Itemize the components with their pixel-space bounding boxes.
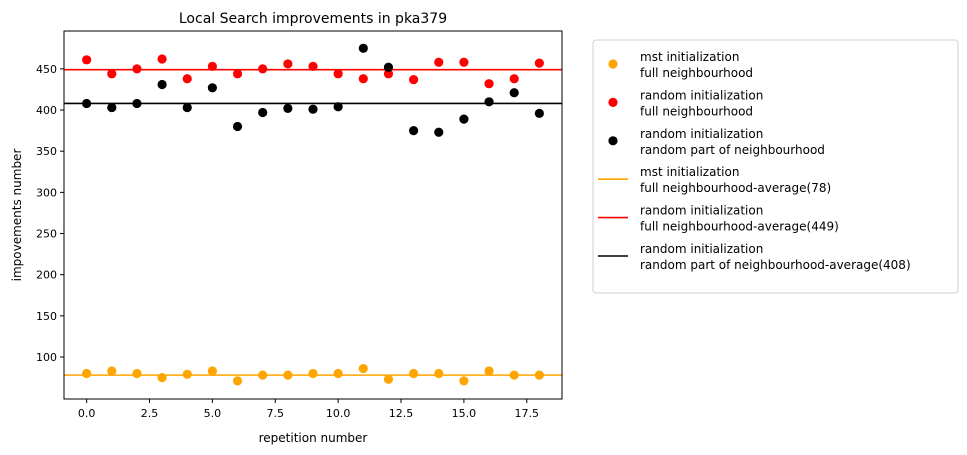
series-2-point (509, 74, 519, 84)
series-3-point (333, 102, 343, 112)
y-tick-label: 400 (36, 104, 57, 117)
series-3-point (358, 43, 368, 53)
series-2-point (358, 74, 368, 84)
y-tick-label: 300 (36, 186, 57, 199)
legend-label: mst initialization (640, 165, 739, 179)
series-3-point (107, 102, 117, 113)
y-tick-label: 150 (36, 310, 57, 323)
legend-label: full neighbourhood-average(449) (640, 220, 839, 234)
plot-area: 0.0 2.5 5.0 7.5 10.0 12.5 15.0 17.5 100 150 200 250… (36, 30, 563, 420)
legend-label: full neighbourhood (640, 104, 753, 118)
y-tick-label: 100 (36, 351, 57, 364)
series-2-point (308, 61, 318, 72)
series-3-point (434, 127, 444, 137)
series-3-point (308, 104, 318, 114)
x-tick-label: 10.0 (326, 407, 351, 420)
series-1-point (308, 368, 318, 379)
legend-marker (608, 97, 618, 107)
series-1-point (383, 374, 394, 384)
series-1-point (107, 366, 117, 376)
series-2-point (107, 69, 117, 79)
x-tick-label: 12.5 (389, 407, 414, 420)
series-2-point (333, 69, 343, 79)
axes-frame (63, 30, 563, 400)
series-1-point (232, 376, 243, 386)
series-1-point (434, 368, 444, 379)
series-3-point (207, 83, 217, 93)
legend-label: random initialization (640, 88, 763, 102)
series-3-point (383, 62, 394, 72)
y-tick-label: 350 (36, 145, 57, 158)
series-1-point (409, 368, 419, 379)
series-2-point (207, 61, 217, 72)
series-2-point (434, 57, 444, 67)
legend-label: full neighbourhood (640, 66, 753, 80)
series-1-point (182, 369, 192, 379)
legend-label: random initialization (640, 204, 763, 218)
series-1-point (82, 368, 92, 379)
x-axis-label: repetition number (259, 431, 368, 445)
series-2-point (383, 69, 394, 79)
series-1-point (534, 370, 544, 380)
series-3-point (82, 98, 92, 109)
x-tick-label: 15.0 (452, 407, 477, 420)
legend-label: random initialization (640, 242, 763, 256)
legend-label: random part of neighbourhood (640, 143, 825, 157)
series-3-point (182, 102, 192, 113)
series-2-point (484, 79, 494, 89)
series-3-point (509, 88, 519, 98)
series-1-point (358, 363, 368, 374)
series-3-point (484, 97, 494, 107)
series-2-point (459, 57, 469, 67)
series-1-point (283, 370, 293, 380)
series-1-point (459, 376, 469, 386)
y-tick-label: 200 (36, 269, 57, 282)
y-tick-label: 450 (36, 63, 57, 76)
legend-marker (608, 59, 618, 69)
series-2-point (534, 58, 544, 68)
x-tick-label: 0.0 (78, 407, 96, 420)
legend-box (592, 39, 959, 294)
legend-label: random initialization (640, 127, 763, 141)
legend-label: mst initialization (640, 50, 739, 64)
series-1-point (509, 370, 519, 380)
series-1-point (258, 370, 268, 380)
series-1-point (132, 368, 142, 379)
series-3-point (157, 79, 167, 90)
series-2-point (283, 59, 293, 69)
chart-title: Local Search improvements in pka379 (179, 11, 447, 27)
series-1-point (484, 366, 494, 376)
x-tick-label: 5.0 (204, 407, 222, 420)
legend-label: random part of neighbourhood-average(408… (640, 258, 911, 272)
series-2-point (232, 69, 243, 79)
series-3-point (283, 103, 293, 113)
series-2-point (82, 55, 92, 65)
series-3-point (409, 126, 419, 136)
series-3-point (534, 108, 544, 118)
series-1-point (157, 372, 167, 383)
y-tick-label: 250 (36, 228, 57, 241)
legend-marker (608, 136, 618, 146)
series-3-point (232, 121, 243, 132)
legend-label: full neighbourhood-average(78) (640, 181, 831, 195)
x-tick-label: 17.5 (515, 407, 540, 420)
series-2-point (182, 74, 192, 84)
series-2-point (157, 54, 167, 64)
series-3-point (459, 114, 469, 124)
x-tick-label: 7.5 (267, 407, 285, 420)
series-2-point (258, 64, 268, 74)
legend: mst initialization full neighbourhood rand… (592, 39, 959, 294)
series-3-point (258, 107, 268, 118)
series-3-point (132, 98, 142, 109)
series-2-point (409, 74, 419, 85)
x-tick-label: 2.5 (141, 407, 159, 420)
series-1-point (333, 368, 343, 379)
series-1-point (207, 366, 217, 376)
y-axis-label: impovements number (10, 149, 24, 282)
series-2-point (132, 64, 142, 74)
